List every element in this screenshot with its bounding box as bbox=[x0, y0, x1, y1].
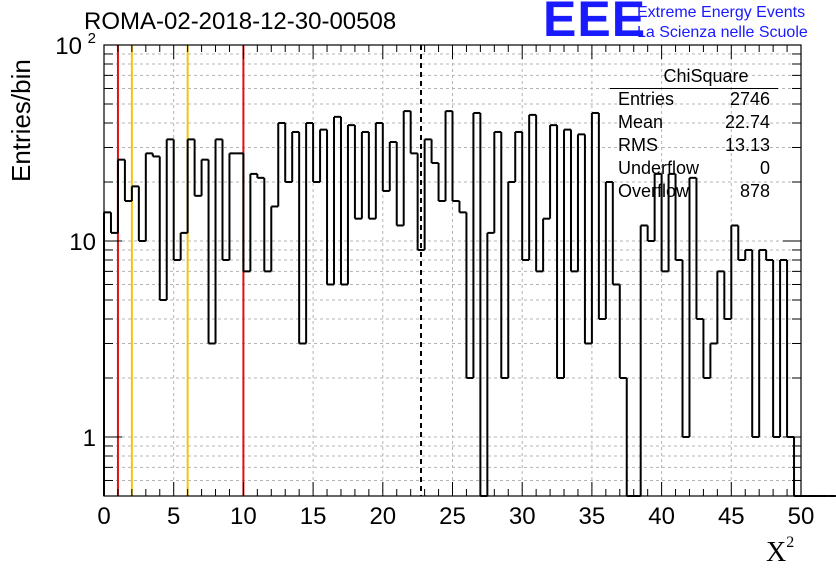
stats-label: Underflow bbox=[618, 158, 700, 178]
stats-value: 13.13 bbox=[724, 135, 770, 155]
stats-value: 2746 bbox=[729, 89, 770, 109]
y-axis-label: Entries/bin bbox=[6, 59, 36, 182]
x-axis-label-symbol: X bbox=[766, 537, 787, 568]
y-tick-label-exponent: 2 bbox=[88, 30, 96, 47]
stats-row-entries: Entries 2746 bbox=[610, 89, 778, 112]
y-tick-label: 10 bbox=[55, 33, 82, 60]
x-tick-label: 10 bbox=[230, 503, 257, 530]
x-axis-label-exponent: 2 bbox=[786, 534, 795, 551]
stats-box-title: ChiSquare bbox=[610, 66, 778, 89]
stats-value: 22.74 bbox=[724, 112, 770, 132]
axis-ticks bbox=[103, 44, 802, 497]
stats-row-rms: RMS 13.13 bbox=[610, 135, 778, 158]
eee-logo: EEE Extreme Energy Events La Scienza nel… bbox=[543, 0, 833, 46]
y-tick-label: 10 bbox=[69, 229, 96, 256]
stats-label: Entries bbox=[618, 89, 675, 109]
stats-value: 0 bbox=[759, 158, 770, 178]
x-tick-label: 15 bbox=[300, 503, 327, 530]
x-tick-label: 5 bbox=[167, 503, 180, 530]
stats-row-overflow: Overflow 878 bbox=[610, 181, 778, 204]
stats-label: Mean bbox=[618, 112, 664, 132]
x-tick-label: 45 bbox=[718, 503, 745, 530]
stats-row-mean: Mean 22.74 bbox=[610, 112, 778, 135]
stats-label: RMS bbox=[618, 135, 658, 155]
x-tick-label: 25 bbox=[439, 503, 466, 530]
chart-title: ROMA-02-2018-12-30-00508 bbox=[84, 8, 397, 35]
eee-logo-mark: EEE bbox=[543, 0, 647, 47]
stats-value: 878 bbox=[739, 181, 770, 201]
logo-line-project: Extreme Energy Events bbox=[637, 4, 806, 21]
stats-row-underflow: Underflow 0 bbox=[610, 158, 778, 181]
x-tick-label: 20 bbox=[369, 503, 396, 530]
tick-labels: 0 5 10 15 20 25 30 35 40 45 50 1 10 10 2 bbox=[55, 30, 814, 530]
x-tick-label: 0 bbox=[97, 503, 110, 530]
x-tick-label: 40 bbox=[648, 503, 675, 530]
stats-label: Overflow bbox=[618, 181, 690, 201]
x-axis-label: X2 bbox=[766, 534, 794, 569]
y-tick-label: 1 bbox=[83, 425, 96, 452]
logo-line-tagline: La Scienza nelle Scuole bbox=[637, 24, 808, 41]
x-tick-label: 35 bbox=[579, 503, 606, 530]
stats-box: ChiSquare Entries 2746 Mean 22.74 RMS 13… bbox=[610, 66, 778, 204]
x-tick-label: 30 bbox=[509, 503, 536, 530]
histogram-bars bbox=[103, 110, 836, 497]
x-tick-label: 50 bbox=[788, 503, 815, 530]
